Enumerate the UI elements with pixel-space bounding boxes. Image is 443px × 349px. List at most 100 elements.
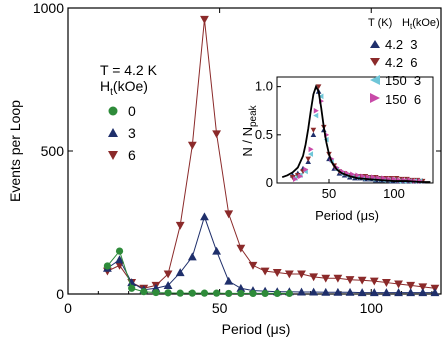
main-y-tick-label: 0 bbox=[56, 286, 64, 302]
series-line bbox=[107, 250, 290, 294]
inset-data-point bbox=[292, 176, 298, 182]
data-point bbox=[152, 288, 160, 297]
inset-legend-label-1: 4.2 6 bbox=[385, 55, 418, 70]
inset-legend-header-field-prefix: H bbox=[402, 17, 410, 29]
inset-legend-marker-triangle-down bbox=[370, 58, 380, 66]
data-point bbox=[249, 289, 257, 298]
legend-entry-6: 6 bbox=[108, 147, 136, 163]
inset-y-tick-label: 0 bbox=[266, 175, 273, 190]
data-point bbox=[261, 289, 269, 298]
inset-legend-label-3: 150 6 bbox=[385, 92, 421, 107]
data-point bbox=[382, 288, 391, 297]
main-x-tick-label: 0 bbox=[64, 300, 72, 316]
inset-data-point bbox=[318, 93, 324, 100]
data-point bbox=[272, 269, 282, 277]
data-point bbox=[188, 289, 196, 297]
legend-marker-triangle-up bbox=[108, 128, 118, 137]
data-point bbox=[164, 289, 172, 297]
field-annotation-prefix: H bbox=[100, 78, 110, 94]
data-point bbox=[236, 244, 246, 253]
legend-entry-3: 3 bbox=[108, 125, 136, 141]
data-point bbox=[103, 262, 112, 270]
inset-y-axis-label-sub: peak bbox=[248, 104, 259, 127]
data-point bbox=[187, 252, 197, 261]
data-point bbox=[418, 283, 428, 292]
inset-y-tick-label: 0.5 bbox=[255, 127, 273, 142]
data-point bbox=[236, 283, 246, 292]
inset-legend-label-2: 150 3 bbox=[385, 73, 421, 88]
legend-entry-0: 0 bbox=[108, 103, 136, 119]
inset-legend-header-temperature: T (K) bbox=[368, 17, 392, 29]
data-point bbox=[284, 270, 294, 279]
inset-legend-marker-triangle-left bbox=[370, 75, 380, 85]
data-point bbox=[369, 277, 379, 286]
legend-label-3: 3 bbox=[128, 125, 136, 141]
data-point bbox=[176, 289, 184, 297]
inset-legend: T (K) Ht(kOe) 4.2 3 4.2 6 150 3 150 6 bbox=[368, 17, 440, 107]
main-x-tick-label: 100 bbox=[360, 300, 384, 316]
inset-legend-entry-3: 150 6 bbox=[370, 92, 421, 107]
inset-legend-header-field: Ht(kOe) bbox=[402, 17, 440, 31]
data-point bbox=[297, 270, 306, 279]
inset-x-tick-label: 50 bbox=[322, 186, 336, 201]
data-point bbox=[309, 287, 319, 296]
data-point bbox=[115, 255, 124, 264]
data-point bbox=[212, 130, 221, 139]
data-point bbox=[260, 267, 270, 276]
inset-data-point bbox=[350, 171, 356, 178]
data-point bbox=[285, 289, 293, 298]
field-annotation-unit: (kOe) bbox=[113, 78, 148, 94]
inset-data-point bbox=[393, 175, 400, 181]
field-annotation-sub: t bbox=[110, 87, 113, 98]
data-point bbox=[297, 287, 306, 296]
inset-data-point bbox=[298, 173, 304, 180]
data-point bbox=[333, 274, 343, 283]
legend-label-6: 6 bbox=[128, 147, 136, 163]
legend-marker-circle bbox=[108, 106, 118, 116]
main-y-tick-label: 500 bbox=[41, 143, 65, 159]
main-y-tick-label: 1000 bbox=[33, 0, 64, 16]
data-point bbox=[163, 281, 173, 289]
data-point bbox=[345, 287, 355, 296]
inset-y-tick-label: 1.0 bbox=[255, 79, 273, 94]
data-point bbox=[321, 287, 331, 296]
inset-legend-entry-1: 4.2 6 bbox=[370, 55, 418, 70]
data-point bbox=[357, 288, 367, 297]
data-point bbox=[163, 270, 173, 279]
data-point bbox=[115, 247, 124, 255]
data-point bbox=[212, 289, 221, 297]
inset-plot: 50 100 0 0.5 1.0 N / Npeak Period (μs) T (K)… bbox=[240, 17, 440, 223]
data-point bbox=[273, 289, 281, 298]
inset-legend-label-0: 4.2 3 bbox=[385, 37, 418, 52]
data-point bbox=[382, 279, 391, 287]
inset-data-point bbox=[310, 127, 317, 133]
data-point bbox=[200, 212, 209, 221]
data-point bbox=[309, 273, 319, 282]
data-point bbox=[175, 268, 185, 277]
inset-ticks: 50 100 0 0.5 1.0 bbox=[255, 79, 405, 201]
data-point bbox=[418, 288, 428, 297]
data-point bbox=[225, 289, 233, 298]
inset-data-point bbox=[313, 107, 319, 114]
data-point bbox=[430, 288, 440, 297]
series-h0 bbox=[103, 247, 293, 298]
main-series bbox=[103, 15, 440, 298]
series-line bbox=[107, 19, 435, 289]
inset-data-point bbox=[308, 151, 314, 157]
data-point bbox=[406, 288, 416, 297]
data-point bbox=[224, 210, 234, 219]
data-point bbox=[406, 281, 416, 290]
data-point bbox=[345, 276, 355, 285]
data-point bbox=[248, 261, 258, 270]
data-point bbox=[357, 276, 367, 285]
inset-legend-marker-triangle-up bbox=[370, 40, 380, 48]
inset-data-point bbox=[289, 174, 296, 181]
data-point bbox=[369, 288, 379, 297]
data-point bbox=[321, 274, 331, 283]
series-h6 bbox=[103, 15, 440, 293]
data-point bbox=[333, 287, 343, 296]
main-y-axis-label: Events per Loop bbox=[7, 100, 23, 202]
series-line bbox=[107, 215, 435, 294]
data-point bbox=[187, 141, 197, 150]
